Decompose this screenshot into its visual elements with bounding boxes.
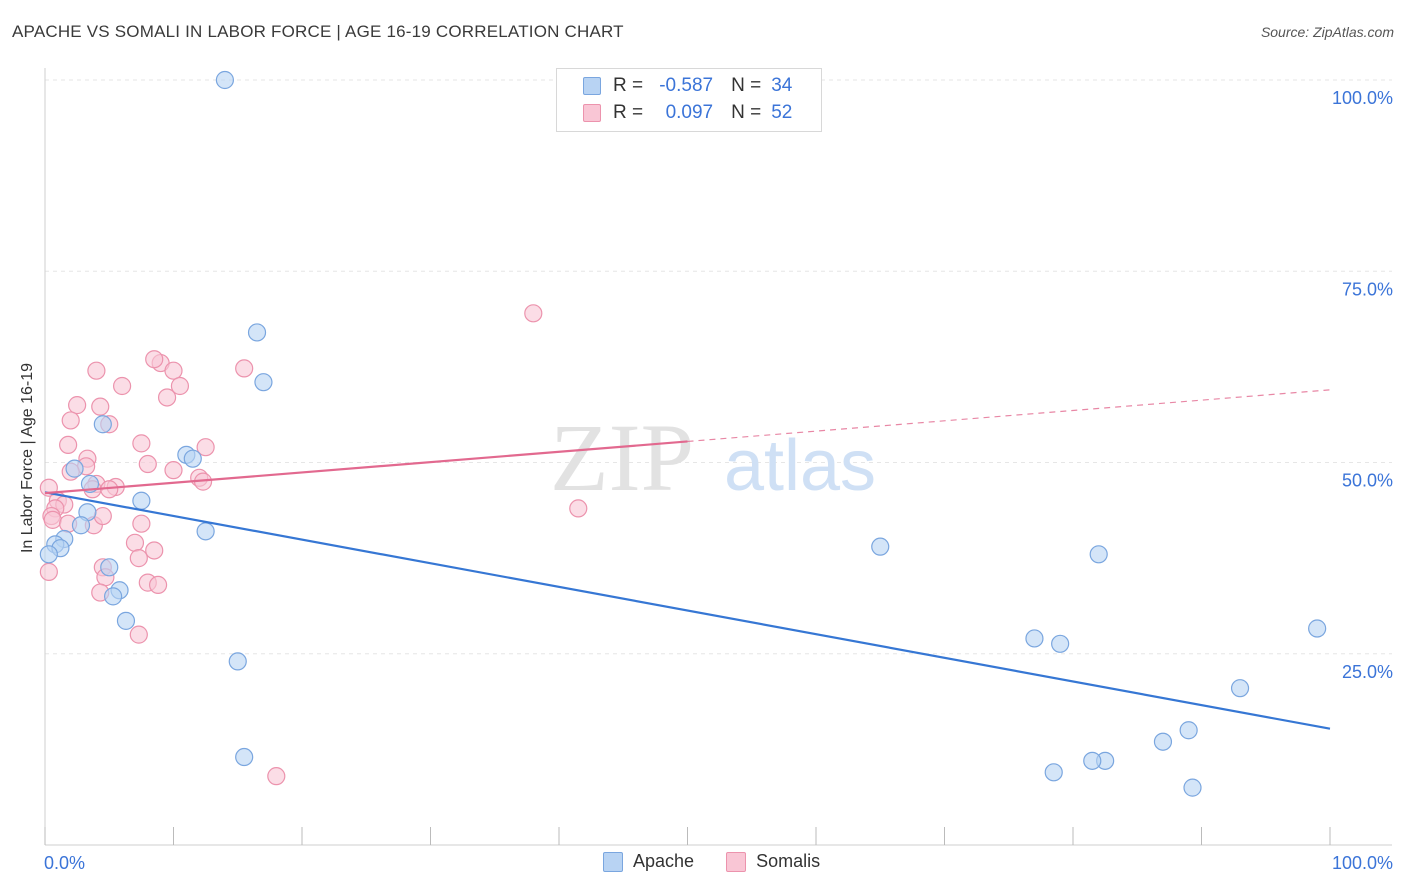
somali-point: [267, 767, 286, 786]
somali-point: [61, 411, 80, 430]
apache-point: [132, 491, 151, 510]
somali-point: [170, 376, 190, 396]
somali-r-label: R =: [613, 102, 644, 123]
apache-point: [1044, 763, 1063, 782]
tick-labels: 25.0% 50.0% 75.0% 100.0% 0.0% 100.0%: [44, 88, 1393, 873]
somali-point: [59, 435, 78, 455]
somali-point: [112, 376, 132, 396]
apache-legend-swatch: [603, 851, 623, 872]
somali-point: [132, 514, 151, 533]
apache-point: [100, 558, 119, 577]
apache-point: [235, 747, 254, 767]
apache-point: [228, 652, 247, 671]
somali-point: [43, 510, 62, 529]
somali-point: [196, 438, 215, 457]
gridlines: [45, 79, 1392, 655]
legend-item-apache[interactable]: Apache: [603, 851, 694, 872]
apache-point: [247, 323, 267, 342]
somalis-legend-label: Somalis: [756, 851, 821, 871]
somali-point: [138, 454, 157, 474]
apache-point: [196, 522, 215, 541]
apache-point: [39, 545, 58, 564]
apache-point: [65, 459, 84, 478]
apache-point: [1083, 751, 1102, 770]
y-tick-label-2: 75.0%: [1342, 279, 1393, 299]
somalis-legend-swatch: [726, 851, 747, 872]
y-tick-label-0: 25.0%: [1342, 662, 1393, 682]
somali-point: [132, 434, 151, 453]
apache-n-label: N =: [731, 75, 762, 96]
somali-point: [569, 499, 588, 518]
somali-swatch: [583, 104, 601, 122]
somali-point: [87, 361, 106, 380]
watermark-zip: ZIP: [550, 404, 694, 511]
apache-r-value: -0.587: [659, 75, 714, 96]
somali-trend-line: [44, 440, 688, 495]
somali-point: [93, 506, 112, 526]
correlation-legend: R = -0.587 N = 34 R = 0.097 N = 52: [556, 68, 822, 132]
legend-row-somali: R = 0.097 N = 52: [583, 100, 792, 126]
somali-point: [91, 397, 110, 416]
somali-point: [524, 304, 543, 323]
apache-point: [1025, 629, 1044, 648]
series-legend: Apache Somalis: [603, 851, 852, 872]
y-tick-label-3: 100.0%: [1332, 88, 1393, 108]
somali-point: [68, 396, 87, 415]
apache-point: [71, 516, 91, 535]
x-tick-label-0: 0.0%: [44, 853, 85, 873]
somali-point: [235, 359, 254, 378]
apache-swatch: [583, 77, 601, 95]
apache-point: [1089, 545, 1108, 564]
x-tick-label-1: 100.0%: [1332, 853, 1393, 873]
somali-point: [125, 533, 145, 552]
somali-point: [129, 625, 148, 644]
apache-point: [1153, 732, 1173, 751]
somali-point: [148, 575, 168, 595]
apache-trend-line: [44, 491, 1331, 730]
y-tick-label-1: 50.0%: [1342, 471, 1393, 491]
somali-point: [164, 461, 183, 480]
apache-point: [254, 373, 273, 392]
watermark: ZIP atlas: [550, 404, 876, 511]
somali-points: [39, 304, 588, 786]
somali-point: [157, 388, 177, 407]
legend-row-apache: R = -0.587 N = 34: [583, 73, 792, 99]
apache-point: [1051, 634, 1070, 653]
somali-n-label: N =: [731, 102, 762, 123]
axes: [44, 68, 1392, 846]
apache-point: [104, 587, 123, 606]
legend-item-somalis[interactable]: Somalis: [726, 851, 820, 872]
somali-n-value: 52: [771, 102, 793, 123]
somali-point: [164, 361, 183, 380]
apache-point: [871, 537, 890, 556]
apache-point: [215, 70, 234, 90]
somali-point: [39, 562, 58, 581]
apache-point: [1179, 721, 1198, 740]
chart-title: APACHE VS SOMALI IN LABOR FORCE | AGE 16…: [12, 22, 624, 41]
trend-lines: [44, 389, 1331, 730]
apache-point: [93, 415, 112, 434]
apache-point: [183, 449, 202, 468]
somali-trend-extension: [687, 389, 1331, 443]
apache-point: [1183, 778, 1202, 797]
apache-n-value: 34: [771, 75, 793, 96]
somali-point: [129, 549, 148, 568]
apache-point: [1230, 679, 1250, 698]
apache-r-label: R =: [613, 75, 644, 96]
apache-legend-label: Apache: [633, 851, 695, 871]
somali-point: [145, 350, 164, 369]
apache-point: [1308, 619, 1327, 638]
apache-point: [116, 611, 136, 630]
somali-r-value: 0.097: [665, 102, 714, 123]
source-label: Source: ZipAtlas.com: [1260, 24, 1394, 40]
watermark-atlas: atlas: [724, 426, 876, 506]
somali-point: [145, 541, 164, 560]
